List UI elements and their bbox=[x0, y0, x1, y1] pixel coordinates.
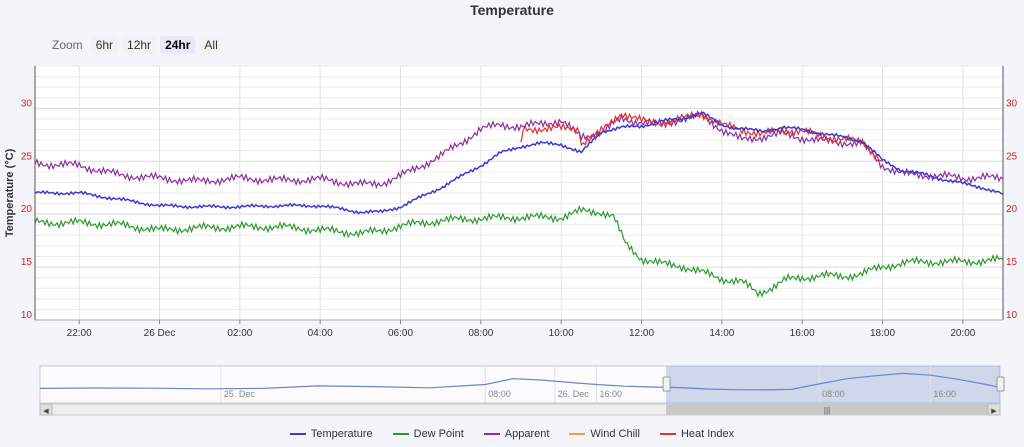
legend-swatch bbox=[659, 433, 676, 435]
x-tick-label: 10:00 bbox=[549, 328, 574, 339]
zoom-selector: Zoom 6hr 12hr 24hr All bbox=[52, 36, 223, 54]
y-tick-label-left: 20 bbox=[21, 204, 33, 215]
navigator-series-line bbox=[39, 372, 1001, 391]
legend-swatch bbox=[289, 433, 306, 435]
zoom-label: Zoom bbox=[52, 38, 83, 52]
zoom-12hr-button[interactable]: 12hr bbox=[122, 36, 157, 54]
navigator-selected-range[interactable] bbox=[666, 366, 1000, 403]
y-tick-label-right: 20 bbox=[1006, 204, 1018, 215]
series-line-dew-point bbox=[34, 204, 1004, 298]
x-tick-label: 02:00 bbox=[227, 328, 252, 339]
navigator-label: 16:00 bbox=[600, 389, 623, 399]
navigator-handle-right[interactable] bbox=[996, 376, 1005, 392]
legend-label: Apparent bbox=[504, 428, 550, 440]
navigator-label: 25. Dec bbox=[224, 389, 256, 399]
x-tick-label: 14:00 bbox=[709, 328, 734, 339]
x-tick-label: 16:00 bbox=[790, 328, 815, 339]
y-tick-label-right: 15 bbox=[1006, 257, 1018, 268]
zoom-6hr-button[interactable]: 6hr bbox=[90, 36, 119, 54]
legend-label: Dew Point bbox=[413, 428, 464, 440]
navigator-label: 08:00 bbox=[822, 389, 845, 399]
chart-title: Temperature bbox=[470, 2, 554, 18]
series-line-heat-index bbox=[520, 110, 883, 162]
y-tick-label-left: 15 bbox=[21, 257, 33, 268]
navigator-label: 08:00 bbox=[488, 389, 511, 399]
legend-swatch bbox=[483, 433, 500, 435]
legend-label: Heat Index bbox=[680, 428, 735, 440]
y-tick-label-left: 25 bbox=[21, 151, 33, 162]
legend-item-wind-chill[interactable]: Wind Chill bbox=[569, 428, 640, 440]
x-tick-label: 08:00 bbox=[468, 328, 493, 339]
x-tick-label: 18:00 bbox=[870, 328, 895, 339]
legend-item-heat-index[interactable]: Heat Index bbox=[659, 428, 735, 440]
y-tick-label-right: 30 bbox=[1006, 98, 1018, 109]
scrollbar-grip-icon[interactable]: ||| bbox=[824, 406, 830, 415]
navigator-panel bbox=[39, 365, 1001, 404]
legend-item-apparent[interactable]: Apparent bbox=[483, 428, 550, 440]
zoom-24hr-button[interactable]: 24hr bbox=[160, 36, 196, 54]
scrollbar-right-button[interactable] bbox=[987, 403, 1001, 416]
x-tick-label: 26 Dec bbox=[144, 328, 176, 339]
y-axis-title: Temperature (°C) bbox=[4, 148, 16, 237]
legend-item-dew-point[interactable]: Dew Point bbox=[392, 428, 464, 440]
plot-area bbox=[35, 66, 1003, 320]
navigator-label: 26. Dec bbox=[558, 389, 590, 399]
navigator-label: 16:00 bbox=[933, 389, 956, 399]
series-line-apparent bbox=[34, 109, 1004, 189]
scrollbar-thumb[interactable] bbox=[666, 404, 988, 415]
y-tick-label-right: 25 bbox=[1006, 151, 1018, 162]
x-tick-label: 12:00 bbox=[629, 328, 654, 339]
series-line-temperature bbox=[34, 111, 1004, 215]
y-tick-label-left: 10 bbox=[21, 310, 33, 321]
chart-legend: Temperature Dew Point Apparent Wind Chill He… bbox=[0, 428, 1024, 440]
x-tick-label: 22:00 bbox=[67, 328, 92, 339]
y-tick-label-right: 10 bbox=[1006, 310, 1018, 321]
scroll-right-arrow-icon[interactable]: ▶ bbox=[991, 408, 997, 415]
legend-label: Temperature bbox=[310, 428, 373, 440]
scrollbar-track[interactable] bbox=[39, 403, 1001, 416]
x-tick-label: 06:00 bbox=[388, 328, 413, 339]
scrollbar-left-button[interactable] bbox=[39, 403, 53, 416]
x-tick-label: 04:00 bbox=[308, 328, 333, 339]
y-tick-label-left: 30 bbox=[21, 98, 33, 109]
legend-swatch bbox=[569, 433, 586, 435]
scroll-left-arrow-icon[interactable]: ◀ bbox=[43, 408, 49, 415]
legend-item-temperature[interactable]: Temperature bbox=[289, 428, 373, 440]
legend-label: Wind Chill bbox=[590, 428, 640, 440]
legend-swatch bbox=[392, 433, 409, 435]
navigator-handle-left[interactable] bbox=[662, 376, 671, 392]
x-tick-label: 20:00 bbox=[950, 328, 975, 339]
zoom-all-button[interactable]: All bbox=[199, 36, 223, 54]
